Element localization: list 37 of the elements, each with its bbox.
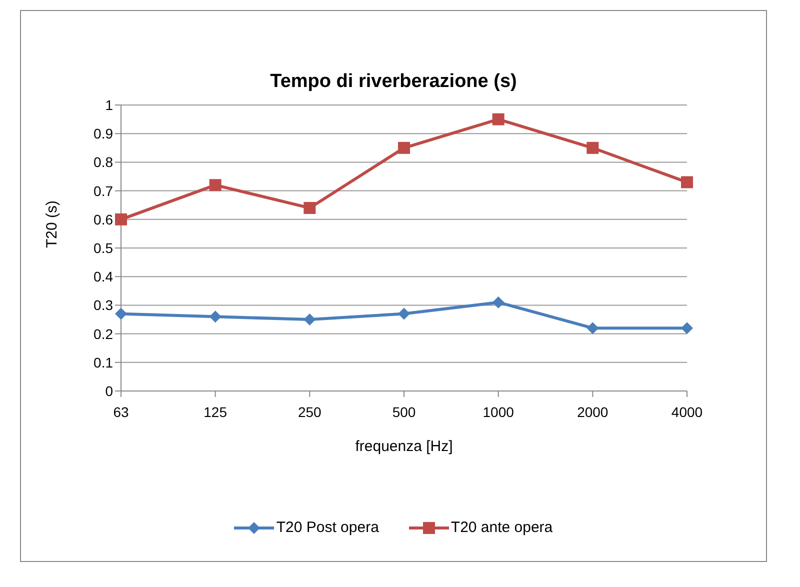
point xyxy=(115,213,127,226)
x-tick-label: 250 xyxy=(298,404,322,420)
point xyxy=(209,179,222,192)
y-tick-label: 0 xyxy=(105,382,114,399)
point xyxy=(398,142,410,154)
y-tick-label: 0.3 xyxy=(94,297,114,314)
y-tick-label: 1 xyxy=(105,96,114,113)
point xyxy=(492,296,504,308)
x-tick-label: 1000 xyxy=(482,404,514,420)
y-tick-label: 0.5 xyxy=(94,240,114,256)
y-tick-label: 0.2 xyxy=(94,326,114,342)
y-tick-label: 0.8 xyxy=(94,154,114,170)
chart-title: Tempo di riverberazione (s) xyxy=(269,71,518,93)
y-tick-label: 0.9 xyxy=(94,126,114,142)
y-tick-label: 0.7 xyxy=(94,182,114,199)
x-tick-label: 4000 xyxy=(671,404,703,420)
point xyxy=(586,142,599,154)
point xyxy=(304,202,316,214)
point xyxy=(681,322,693,334)
point xyxy=(209,310,222,323)
point xyxy=(681,176,693,188)
x-axis-title: frequenza [Hz] xyxy=(355,438,453,455)
x-tick-label: 500 xyxy=(392,404,416,420)
legend-label: T20 ante opera xyxy=(450,519,553,536)
point xyxy=(586,322,599,334)
y-tick-label: 0.1 xyxy=(94,354,114,370)
y-tick-label: 0.6 xyxy=(94,211,114,228)
point xyxy=(398,308,410,320)
x-tick-label: 2000 xyxy=(577,404,608,420)
x-tick-label: 63 xyxy=(113,404,129,420)
legend-label: T20 Post opera xyxy=(276,519,379,536)
point xyxy=(304,314,316,326)
y-tick-label: 0.4 xyxy=(94,268,114,285)
y-axis-title: T20 (s) xyxy=(43,200,60,248)
point xyxy=(115,308,127,320)
point xyxy=(492,113,504,126)
x-tick-label: 125 xyxy=(204,404,228,420)
